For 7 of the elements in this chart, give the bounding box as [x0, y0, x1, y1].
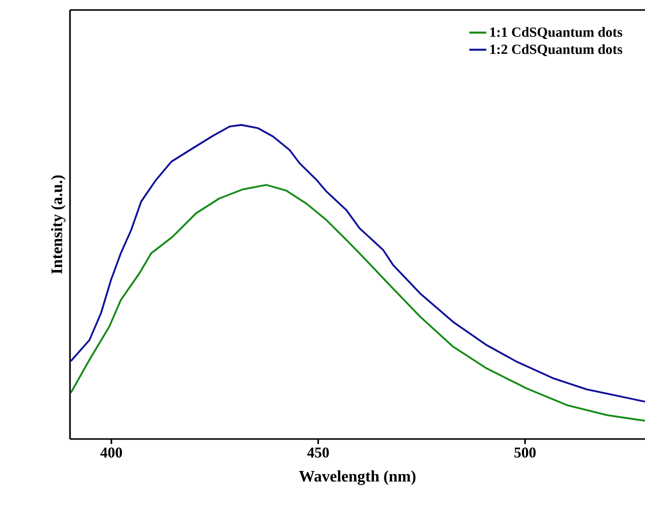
x-tick-label: 500 — [514, 448, 536, 458]
x-tick-label: 450 — [307, 448, 329, 458]
legend-label: 1:2 CdSQuantum dots — [490, 44, 622, 56]
y-axis-title: Intensity (a.u.) — [50, 175, 66, 274]
x-axis-title: Wavelength (nm) — [299, 470, 416, 486]
legend-label: 1:1 CdSQuantum dots — [490, 27, 622, 39]
x-tick-label: 400 — [100, 448, 122, 458]
